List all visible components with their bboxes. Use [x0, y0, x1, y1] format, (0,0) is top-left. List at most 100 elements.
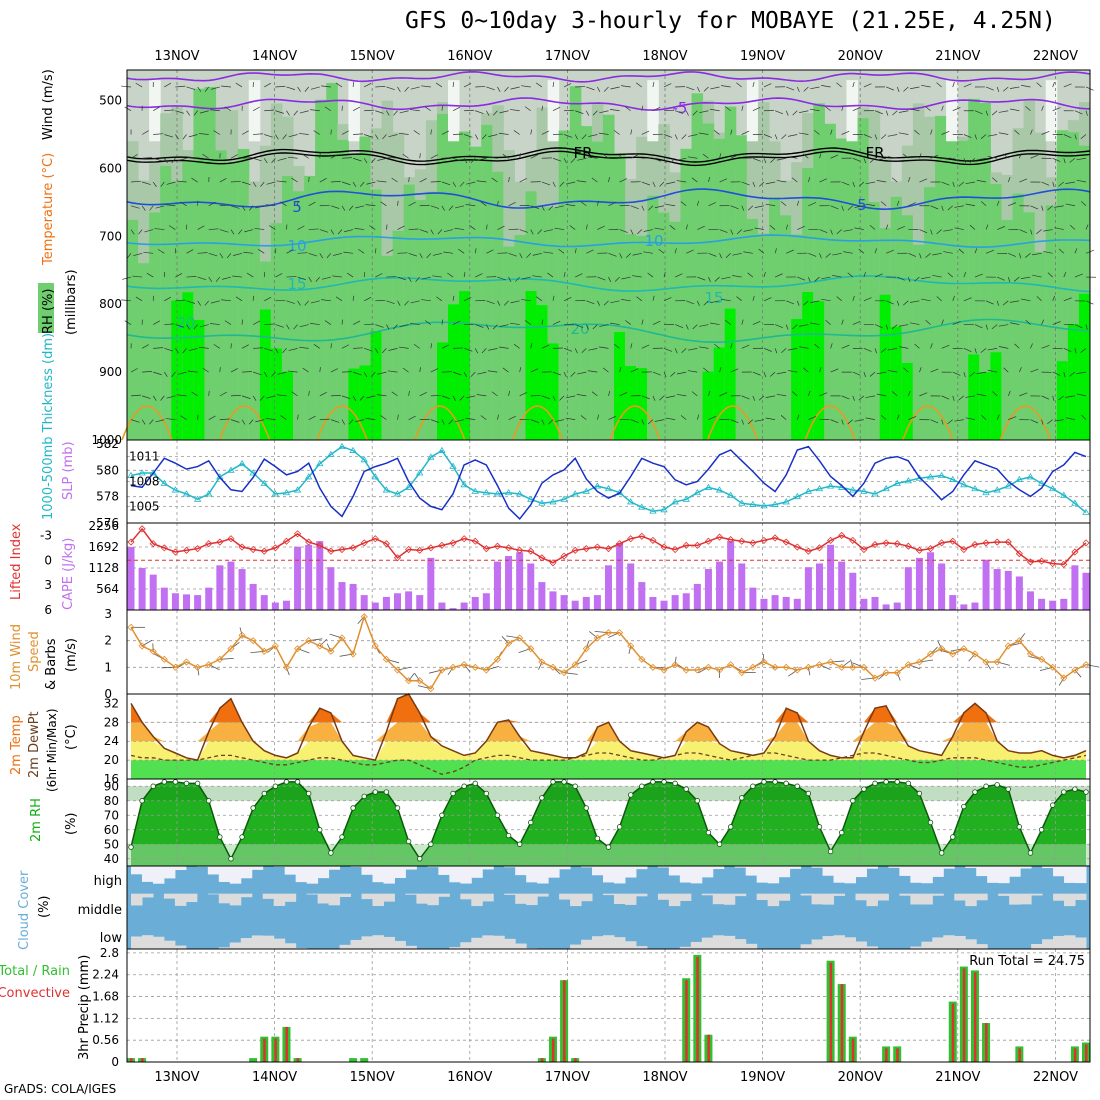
upper-wind-barb [830, 343, 833, 349]
upper-wind-barb [476, 394, 487, 397]
upper-wind-barb [477, 371, 487, 375]
thickness-point [815, 484, 824, 492]
contour-label: 20 [176, 314, 195, 332]
upper-wind-barb [963, 372, 966, 378]
upper-wind-barb [1074, 348, 1077, 354]
upper-wind-barb [752, 107, 761, 112]
upper-wind-barb [609, 322, 620, 325]
upper-wind-barb [1021, 298, 1031, 302]
upper-wind-barb [380, 415, 387, 420]
wind10-point [205, 661, 213, 669]
upper-wind-barb [475, 86, 486, 88]
wind10-point [693, 666, 701, 674]
cloud-low-clear [383, 936, 395, 949]
cape-bar [149, 574, 157, 610]
upper-wind-barb [574, 348, 578, 354]
cloud-mid-clear [833, 893, 846, 896]
upper-wind-barb [519, 178, 527, 183]
wind10-point [849, 663, 857, 671]
cape-bar [793, 598, 801, 610]
upper-wind-barb [199, 110, 209, 114]
upper-wind-barb [887, 156, 898, 159]
wind10-point [194, 663, 202, 671]
upper-wind-barb [1058, 181, 1065, 187]
upper-wind-barb [654, 227, 665, 230]
cape-bar [649, 596, 657, 610]
upper-wind-barb [264, 134, 273, 138]
cloud-mid-clear [328, 893, 341, 906]
wind10-point [1071, 666, 1079, 674]
rh-fill-green [724, 106, 737, 440]
cloud-mid-clear [482, 893, 494, 902]
lifted-index-point [160, 544, 168, 552]
upper-wind-barb [458, 248, 465, 254]
upper-wind-barb [947, 272, 953, 278]
upper-wind-barb [575, 110, 584, 114]
upper-wind-barb [282, 348, 287, 354]
upper-wind-barb [996, 300, 999, 306]
thickness-point [926, 473, 935, 480]
upper-wind-barb [277, 157, 287, 161]
upper-wind-barb [802, 153, 809, 159]
wind10-point [838, 663, 846, 671]
rh-fill-green [392, 230, 405, 440]
upper-wind-barb [730, 154, 739, 159]
upper-wind-barb [244, 229, 254, 233]
upper-wind-barb [515, 276, 520, 282]
upper-wind-barb [241, 395, 251, 399]
upper-wind-barb [421, 299, 431, 302]
upper-wind-barb [291, 177, 298, 183]
upper-wind-barb [497, 276, 506, 281]
upper-wind-barb [524, 320, 531, 325]
upper-wind-barb [708, 176, 711, 183]
upper-wind-barb [903, 300, 909, 306]
cloud-high-clear [1053, 866, 1065, 877]
cloud-mid-clear [262, 893, 275, 899]
cape-ylabel-cape: CAPE (J/kg) [61, 538, 76, 610]
upper-wind-barb [854, 205, 864, 208]
upper-wind-barb [786, 249, 794, 254]
rh-fill-green [813, 103, 825, 440]
upper-wind-barb [952, 371, 961, 376]
cloud-high-clear [1075, 866, 1087, 884]
upper-wind-barb [903, 367, 909, 373]
upper-wind-barb [224, 106, 232, 112]
upper-wind-barb [691, 391, 698, 397]
thickness-point [427, 453, 435, 460]
rh-fill-green [425, 191, 438, 440]
upper-wind-barb [1014, 129, 1020, 135]
upper-wind-barb [213, 344, 221, 349]
wind10-point [249, 637, 257, 645]
rh-fill-green [304, 175, 316, 441]
cloud-level-middle: middle [78, 903, 122, 918]
wind10-point [160, 655, 168, 663]
upper-wind-barb [808, 416, 817, 420]
cloud-mid-clear [855, 893, 867, 901]
upper-wind-barb [443, 251, 454, 254]
thickness-ytick: 580 [96, 463, 119, 477]
upper-wind-barb [1043, 229, 1053, 232]
lifted-index-point [138, 525, 146, 533]
upper-wind-barb [702, 367, 709, 373]
precip-conv-bar [263, 1038, 266, 1062]
rh-fill-green [448, 82, 460, 440]
wind10-point [1015, 637, 1023, 645]
upper-wind-barb [257, 249, 265, 254]
upper-wind-barb [996, 414, 1000, 420]
rh2m-ytick: 80 [104, 794, 119, 808]
upper-wind-barb [947, 205, 953, 211]
upper-wind-barb [124, 106, 132, 112]
upper-wind-barb [576, 394, 587, 397]
precip-conv-bar [574, 1058, 577, 1062]
upper-wind-barb [1074, 110, 1083, 115]
cape-bar [993, 569, 1001, 610]
upper-wind-barb [132, 275, 143, 278]
upper-wind-barb [974, 134, 977, 140]
cloud-low-clear [174, 945, 187, 949]
upper-wind-barb [486, 324, 490, 330]
upper-wind-barb [786, 86, 795, 91]
upper-wind-barb [841, 344, 850, 349]
upper-wind-barb [408, 252, 417, 257]
upper-wind-barb [155, 419, 165, 423]
upper-wind-barb [186, 86, 196, 90]
